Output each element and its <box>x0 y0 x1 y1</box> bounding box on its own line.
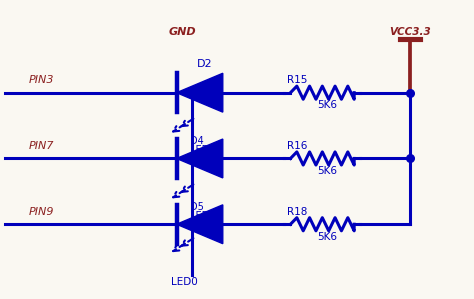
Text: PIN7: PIN7 <box>28 141 54 151</box>
Text: LED0: LED0 <box>190 145 215 155</box>
Text: 5K6: 5K6 <box>317 232 337 242</box>
Polygon shape <box>176 139 223 178</box>
Text: VCC3.3: VCC3.3 <box>389 27 431 37</box>
Text: D4: D4 <box>190 136 203 146</box>
Polygon shape <box>176 73 223 112</box>
Text: LED0: LED0 <box>172 277 198 286</box>
Text: R16: R16 <box>287 141 307 151</box>
Text: R15: R15 <box>287 75 307 85</box>
Text: R18: R18 <box>287 207 307 217</box>
Text: LED0: LED0 <box>190 211 215 221</box>
Text: 5K6: 5K6 <box>317 166 337 176</box>
Text: 5K6: 5K6 <box>317 100 337 110</box>
Text: PIN3: PIN3 <box>28 75 54 85</box>
Polygon shape <box>176 205 223 244</box>
Text: GND: GND <box>169 27 196 37</box>
Text: D5: D5 <box>190 202 203 212</box>
Text: D2: D2 <box>197 59 212 69</box>
Text: PIN9: PIN9 <box>28 207 54 217</box>
